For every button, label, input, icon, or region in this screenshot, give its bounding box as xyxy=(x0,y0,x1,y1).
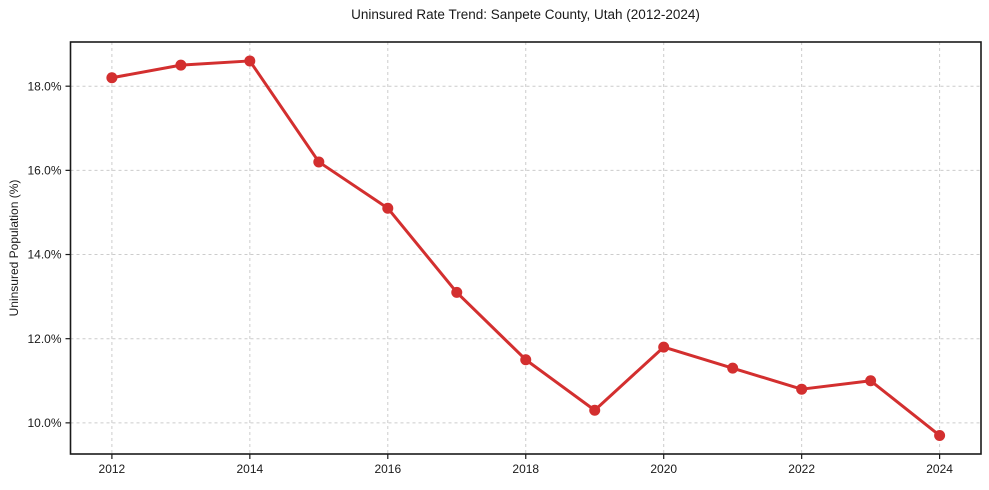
data-point xyxy=(658,341,670,353)
x-tick-label: 2020 xyxy=(650,462,677,476)
data-point xyxy=(451,286,463,298)
data-point xyxy=(865,375,877,387)
data-point xyxy=(313,156,325,168)
data-point xyxy=(934,429,946,441)
data-point xyxy=(106,72,118,84)
y-tick-label: 14.0% xyxy=(27,248,61,262)
x-tick-label: 2014 xyxy=(236,462,263,476)
data-point xyxy=(727,362,739,374)
y-tick-label: 18.0% xyxy=(27,79,61,93)
y-tick-label: 10.0% xyxy=(27,416,61,430)
x-tick-label: 2022 xyxy=(788,462,815,476)
y-tick-label: 16.0% xyxy=(27,164,61,178)
x-tick-label: 2016 xyxy=(374,462,401,476)
data-point xyxy=(520,354,532,366)
data-point xyxy=(796,383,808,395)
data-point xyxy=(589,404,601,416)
data-point xyxy=(175,59,187,71)
x-tick-label: 2024 xyxy=(926,462,953,476)
data-point xyxy=(382,202,394,214)
y-tick-label: 12.0% xyxy=(27,332,61,346)
data-point xyxy=(244,55,256,67)
chart-title: Uninsured Rate Trend: Sanpete County, Ut… xyxy=(351,7,700,22)
x-tick-label: 2012 xyxy=(99,462,126,476)
x-tick-label: 2018 xyxy=(512,462,539,476)
